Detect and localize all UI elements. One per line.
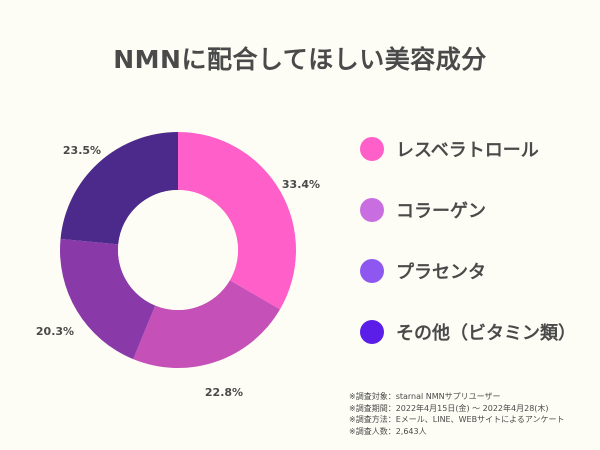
legend-label: プラセンタ [396,262,486,283]
legend-swatch [360,137,384,161]
legend-swatch [360,259,384,283]
note-method: ※調査方法：Eメール、LINE、WEBサイトによるアンケート [349,415,565,424]
legend-swatch [360,198,384,222]
donut-hole [118,190,238,310]
legend-item-placenta: プラセンタ [360,256,576,286]
note-period: ※調査期間：2022年4月15日(金) 〜 2022年4月28(木) [349,403,549,413]
note-subject: ※調査対象：starnal NMNサプリユーザー [349,392,501,401]
slice-placenta [59,238,156,360]
note-count: ※調査人数：2,643人 [349,426,427,436]
slice-resveratrol [178,132,296,310]
legend-label: コラーゲン [396,201,486,222]
label-resveratrol: 33.4% [282,178,320,191]
label-placenta: 20.3% [36,325,74,338]
label-collagen: 22.8% [205,386,243,399]
legend-label: レスベラトロール [396,140,539,161]
legend-item-other-vitamins: その他（ビタミン類） [360,317,576,347]
legend: レスベラトロール コラーゲン プラセンタ その他（ビタミン類） [360,134,576,378]
legend-item-collagen: コラーゲン [360,195,576,225]
legend-label: その他（ビタミン類） [396,323,576,344]
legend-item-resveratrol: レスベラトロール [360,134,576,164]
chart-title: NMNに配合してほしい美容成分 [113,45,487,74]
slice-collagen [133,280,280,368]
label-other-vitamins: 23.5% [63,144,101,157]
legend-swatch [360,320,384,344]
slice-other-vitamins [60,132,178,245]
survey-notes: ※調査対象：starnal NMNサプリユーザー ※調査期間：2022年4月15… [349,391,565,437]
